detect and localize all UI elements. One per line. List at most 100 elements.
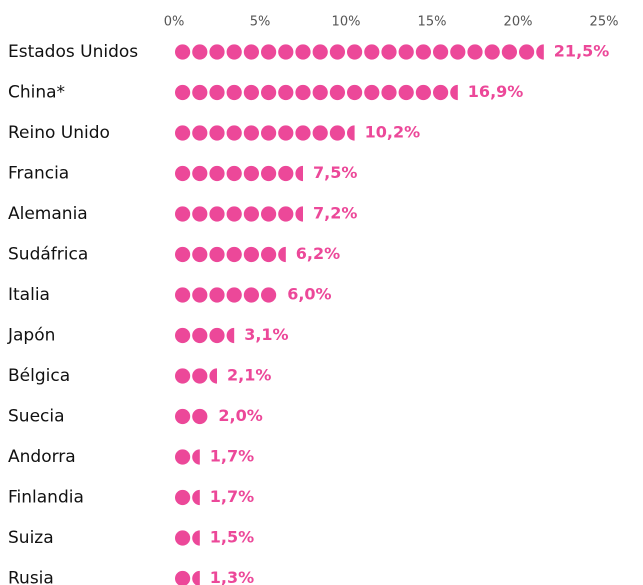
dot <box>329 84 345 101</box>
dot <box>192 287 208 303</box>
dot <box>209 84 225 101</box>
dot <box>347 84 363 101</box>
dot <box>192 408 208 425</box>
dot <box>295 125 311 141</box>
dot <box>347 44 363 60</box>
dot <box>278 206 294 222</box>
dot <box>243 125 259 141</box>
dot <box>192 206 208 222</box>
value-label: 6,0% <box>287 285 331 304</box>
dot-row <box>175 206 303 222</box>
dot-row <box>175 327 235 344</box>
dot-row <box>175 530 200 546</box>
dot <box>175 206 191 222</box>
dot <box>192 125 208 141</box>
category-label: Suiza <box>8 528 54 548</box>
dot-row <box>175 246 286 263</box>
value-label: 1,7% <box>210 487 254 506</box>
value-label: 7,2% <box>313 204 357 223</box>
dot <box>226 206 242 222</box>
dot-row <box>175 408 208 425</box>
dot <box>209 327 225 344</box>
value-label: 21,5% <box>554 42 610 61</box>
value-label: 2,1% <box>227 366 271 385</box>
dot <box>329 125 345 141</box>
half-dot <box>209 368 217 384</box>
value-label: 3,1% <box>244 325 288 344</box>
dot-row <box>175 570 200 585</box>
dot <box>226 287 242 303</box>
dot <box>278 125 294 141</box>
category-label: Finlandia <box>8 488 84 508</box>
x-tick-label: 15% <box>418 15 447 30</box>
dot <box>209 125 225 141</box>
dot <box>415 84 431 101</box>
dot-row <box>175 44 544 60</box>
dot <box>278 84 294 101</box>
dot <box>364 84 380 101</box>
dot <box>450 44 466 60</box>
dot <box>175 368 191 384</box>
half-dot <box>450 84 458 101</box>
dot <box>261 125 277 141</box>
half-dot <box>226 327 235 344</box>
dot <box>192 368 208 384</box>
dot <box>175 408 191 425</box>
half-dot <box>278 246 286 263</box>
dot <box>261 165 277 182</box>
dot <box>192 327 208 344</box>
value-label: 1,5% <box>210 528 254 547</box>
x-tick-label: 0% <box>164 15 185 30</box>
category-label: Italia <box>8 285 50 305</box>
dot <box>243 44 259 60</box>
value-label: 1,3% <box>210 568 254 585</box>
dot <box>226 125 242 141</box>
dot <box>278 44 294 60</box>
dot <box>278 165 294 182</box>
dot <box>175 165 191 182</box>
category-label: Rusia <box>8 569 54 585</box>
dot <box>433 84 449 101</box>
category-label: Japón <box>7 326 55 346</box>
dot <box>501 44 517 60</box>
dot <box>467 44 483 60</box>
dot <box>175 84 191 101</box>
dot <box>381 44 397 60</box>
value-label: 1,7% <box>210 447 254 466</box>
dot <box>175 44 191 60</box>
dot <box>243 165 259 182</box>
dot <box>295 44 311 60</box>
dot <box>415 44 431 60</box>
dot-row <box>175 287 277 303</box>
dot <box>192 246 208 263</box>
category-label: Bélgica <box>8 366 70 386</box>
dot <box>226 246 242 263</box>
value-label: 10,2% <box>365 123 421 142</box>
half-dot <box>192 489 200 506</box>
dot <box>433 44 449 60</box>
dot <box>226 84 242 101</box>
dot <box>226 165 242 182</box>
dot <box>243 287 259 303</box>
x-tick-label: 25% <box>590 15 619 30</box>
half-dot <box>192 530 200 546</box>
dot <box>192 44 208 60</box>
dot <box>175 489 191 506</box>
category-label: China* <box>8 83 65 103</box>
dot <box>261 44 277 60</box>
dot-row <box>175 489 200 506</box>
dot <box>364 44 380 60</box>
x-tick-label: 20% <box>504 15 533 30</box>
value-label: 6,2% <box>296 244 340 263</box>
dot <box>209 165 225 182</box>
half-dot <box>295 165 303 182</box>
dot-row <box>175 449 200 465</box>
dot <box>261 287 277 303</box>
dot <box>209 44 225 60</box>
category-label: Alemania <box>8 204 88 224</box>
dot <box>398 44 414 60</box>
dot <box>312 125 328 141</box>
half-dot <box>192 570 200 585</box>
category-label: Andorra <box>8 447 76 467</box>
dot-row <box>175 125 355 141</box>
